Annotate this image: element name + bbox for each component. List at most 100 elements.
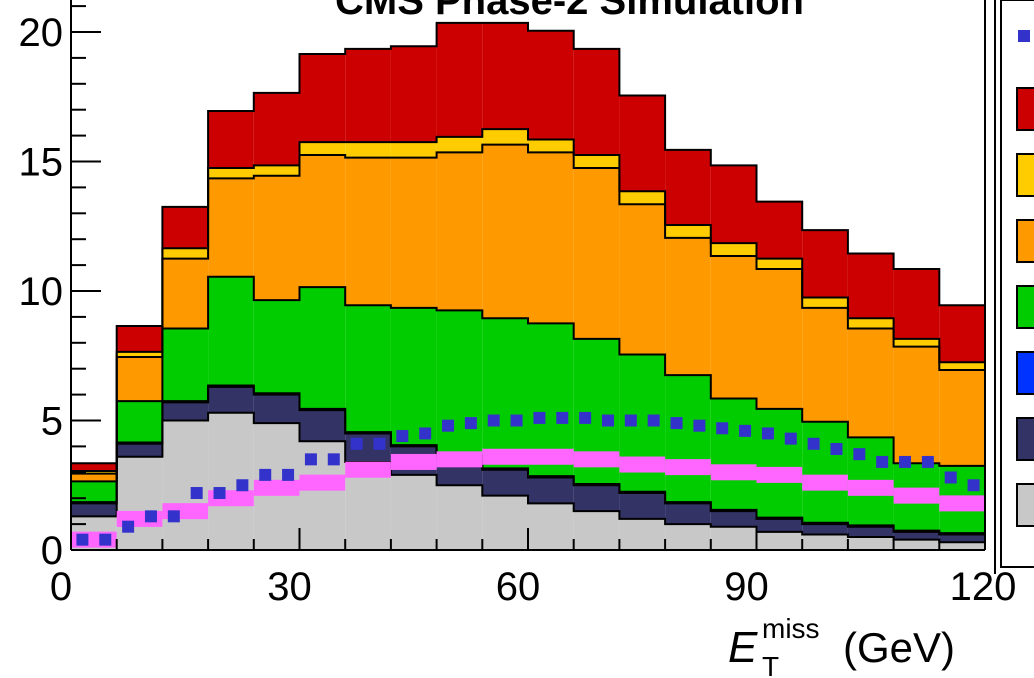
- stack-3-bin-0: [71, 481, 117, 503]
- stack-0-outline: [71, 411, 985, 544]
- stack-5-outline: [71, 128, 985, 473]
- stack-1-bin-0: [71, 503, 117, 517]
- stack-3-bin-2: [162, 328, 209, 402]
- stack-6-bin-19: [939, 305, 985, 363]
- data-point-19: [510, 414, 523, 427]
- signal-band-bin-4: [253, 479, 300, 496]
- stack-1-bin-19: [939, 534, 985, 543]
- data-point-4: [167, 510, 180, 523]
- stack-4-bin-0: [71, 473, 117, 482]
- x-axis-label-unit: (GeV): [843, 624, 955, 671]
- stack-3-bin-4: [253, 300, 300, 394]
- legend-swatch-6: [1016, 417, 1034, 461]
- stack-5-bin-14: [710, 243, 757, 257]
- signal-band-bin-8: [436, 451, 483, 468]
- stack-6-bin-7: [390, 46, 437, 143]
- stack-5-bin-18: [893, 338, 940, 347]
- stack-6-bin-18: [893, 268, 940, 339]
- legend-swatch-7: [1016, 483, 1034, 527]
- x-axis-label-subscript: T: [762, 651, 779, 678]
- data-point-18: [487, 414, 500, 427]
- data-point-26: [670, 417, 683, 430]
- data-points: [76, 411, 980, 546]
- stack-6-bin-0: [71, 463, 117, 472]
- signal-band-bin-17: [847, 479, 894, 496]
- stack-1-bin-15: [756, 518, 803, 532]
- stack-6-bin-17: [847, 253, 894, 319]
- stack-6-bin-10: [528, 30, 574, 140]
- stack-4-bin-14: [710, 256, 757, 399]
- stack-5-bin-6: [345, 142, 391, 158]
- chart-title: CMS Phase-2 Simulation: [335, 0, 804, 23]
- data-point-28: [716, 422, 729, 435]
- stack-1-bin-16: [802, 524, 848, 535]
- stack-5-bin-17: [847, 318, 894, 329]
- stack-3-bin-13: [665, 375, 711, 503]
- data-point-17: [464, 417, 477, 430]
- x-tick-label-0: 0: [50, 565, 72, 609]
- data-point-10: [304, 453, 317, 466]
- legend-frame: [1000, 0, 1034, 568]
- x-axis-label: E T miss (GeV): [728, 613, 955, 678]
- stack-5-bin-8: [436, 136, 483, 153]
- stack-3-outline: [71, 275, 985, 483]
- stack-0-bin-8: [436, 485, 483, 550]
- data-point-21: [556, 411, 569, 424]
- data-point-36: [899, 455, 912, 468]
- stack-6-bin-16: [802, 230, 848, 298]
- x-tick-label-2: 60: [496, 565, 541, 609]
- data-point-15: [419, 427, 432, 440]
- stack-1-bin-17: [847, 526, 894, 538]
- legend-swatch-5: [1016, 351, 1034, 395]
- data-point-30: [761, 427, 774, 440]
- signal-band-bin-15: [756, 466, 803, 483]
- stack-1-bin-1: [116, 443, 163, 457]
- data-point-33: [830, 442, 843, 455]
- legend-swatch-3: [1016, 219, 1034, 263]
- stack-4-bin-16: [802, 307, 848, 422]
- data-point-34: [853, 448, 866, 461]
- stack-6-bin-3: [208, 110, 254, 168]
- y-tick-label-2: 10: [19, 270, 64, 314]
- stack-6-bin-6: [345, 48, 391, 143]
- data-point-3: [144, 510, 157, 523]
- stack-6-bin-5: [299, 54, 346, 143]
- y-tick-label-4: 20: [19, 11, 64, 55]
- data-point-37: [921, 455, 934, 468]
- stack-3-bin-7: [390, 307, 437, 446]
- stack-5-bin-0: [71, 471, 117, 474]
- data-point-20: [533, 411, 546, 424]
- stack-5-bin-15: [756, 258, 803, 269]
- stack-4-bin-6: [345, 157, 391, 306]
- stack-2-outline: [71, 384, 985, 535]
- x-tick-label-4: 120: [950, 565, 1017, 609]
- signal-band-bin-9: [482, 448, 528, 465]
- stack-4-bin-12: [619, 204, 666, 355]
- x-tick-label-1: 30: [267, 565, 312, 609]
- stack-0-bin-19: [939, 542, 985, 550]
- y-tick-label-0: 0: [41, 529, 63, 573]
- stack-1-bin-2: [162, 402, 209, 421]
- stack-6-bin-12: [619, 95, 666, 192]
- stack-0-bin-11: [573, 511, 620, 550]
- stack-0-bin-18: [893, 539, 940, 550]
- stack-6-bin-15: [756, 201, 803, 259]
- data-point-24: [624, 414, 637, 427]
- data-point-11: [327, 453, 340, 466]
- data-point-29: [739, 424, 752, 437]
- data-point-6: [213, 487, 226, 500]
- stack-3-bin-5: [299, 287, 346, 409]
- stack-1-bin-14: [710, 511, 757, 527]
- stack-0-bin-1: [116, 456, 163, 550]
- stack-5-bin-2: [162, 248, 209, 259]
- stack-3-bin-15: [756, 408, 803, 518]
- stack-4-bin-11: [573, 167, 620, 339]
- data-point-8: [259, 468, 272, 481]
- axes: 0 30 60 90 120 0 5 10 15 20: [19, 0, 1017, 609]
- data-point-5: [190, 487, 203, 500]
- stack-1-bin-3: [208, 386, 254, 413]
- stack-1-bin-13: [665, 503, 711, 525]
- stack-4-bin-19: [939, 369, 985, 466]
- signal-band-bin-14: [710, 464, 757, 481]
